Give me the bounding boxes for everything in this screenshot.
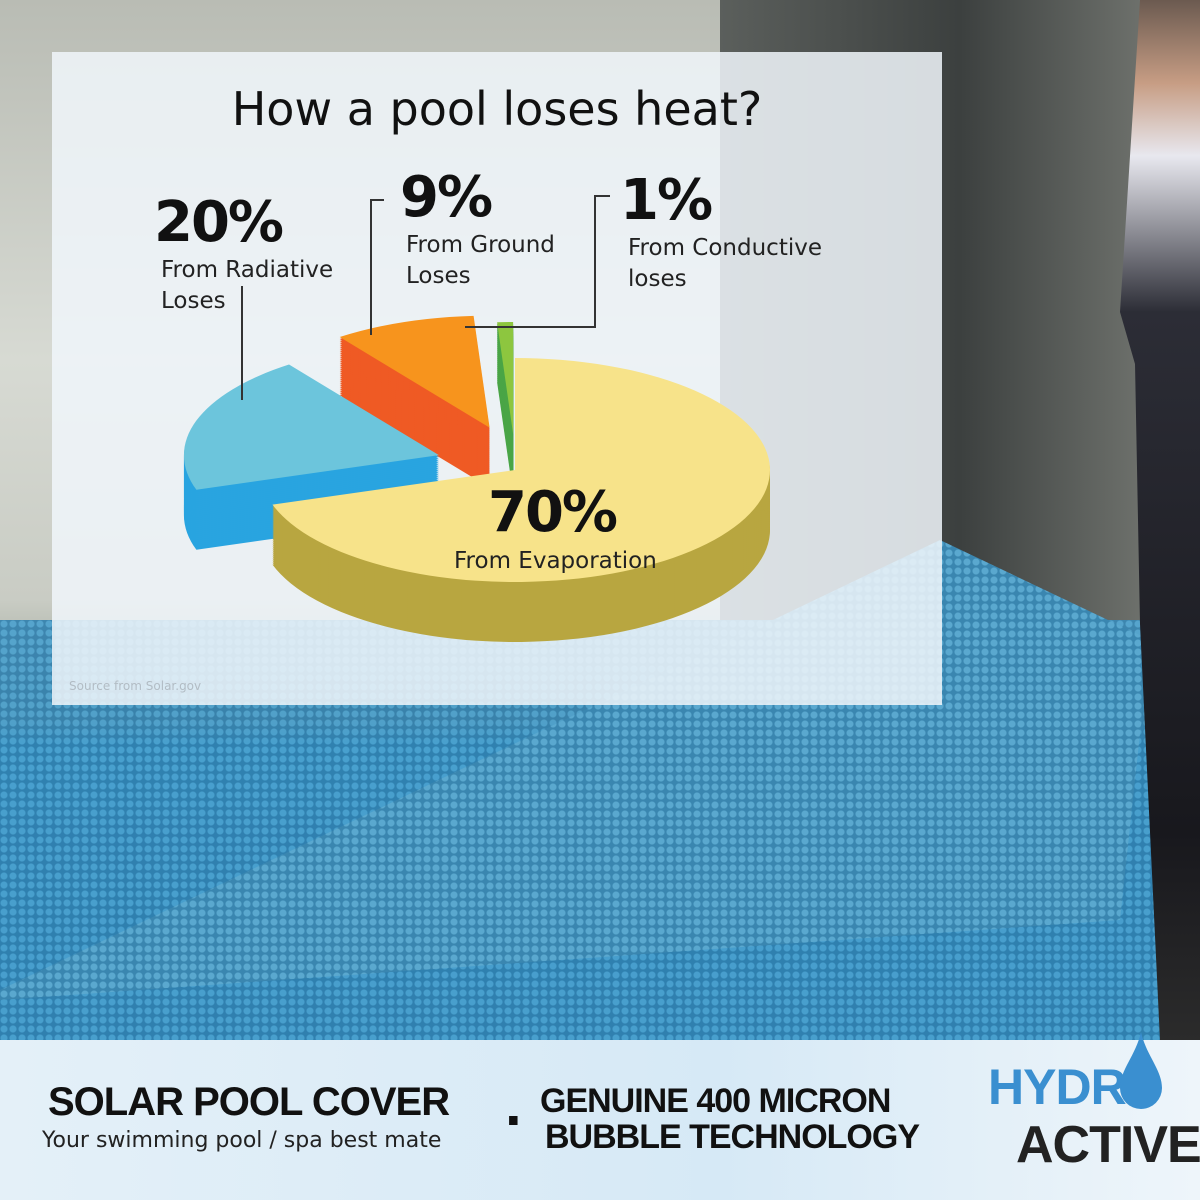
pct-conductive: 1% [620,168,713,233]
pie-slice-top [183,364,439,490]
label-radiative: From Radiative Loses [161,257,334,314]
pie-slice-20pct [183,364,439,550]
pct-radiative: 20% [154,190,284,255]
tagline: Your swimming pool / spa best mate [42,1128,442,1153]
pie-slice-1pct [497,322,514,495]
pie-slice-70pct [272,358,770,642]
pie-slice-top [339,315,490,428]
feature-line2: BUBBLE TECHNOLOGY [545,1118,920,1156]
feature-line1: GENUINE 400 MICRON [540,1082,891,1120]
bottom-banner: SOLAR POOL COVER Your swimming pool / sp… [0,1040,1200,1200]
pct-ground: 9% [400,165,493,230]
pie-slice-9pct [339,315,490,488]
hydroactive-logo: HYDR ACTIVE [988,1030,1200,1180]
water-drop-icon [1120,1032,1162,1109]
leader-line-ground [370,199,384,335]
leader-line-conductive [465,195,610,328]
label-evaporation: From Evaporation [454,548,657,574]
pct-evaporation: 70% [488,480,618,545]
label-conductive: From Conductive loses [628,235,822,292]
pie-slice-top [272,358,770,582]
separator-dot: . [505,1071,522,1138]
chart-title: How a pool loses heat? [231,82,763,136]
logo-line2: ACTIVE [1016,1116,1200,1174]
pie-slice-top [497,322,514,435]
source-note: Source from Solar.gov [69,679,202,693]
logo-line1: HYDR [988,1059,1127,1115]
headline: SOLAR POOL COVER [48,1080,450,1124]
label-ground: From Ground Loses [406,232,555,289]
